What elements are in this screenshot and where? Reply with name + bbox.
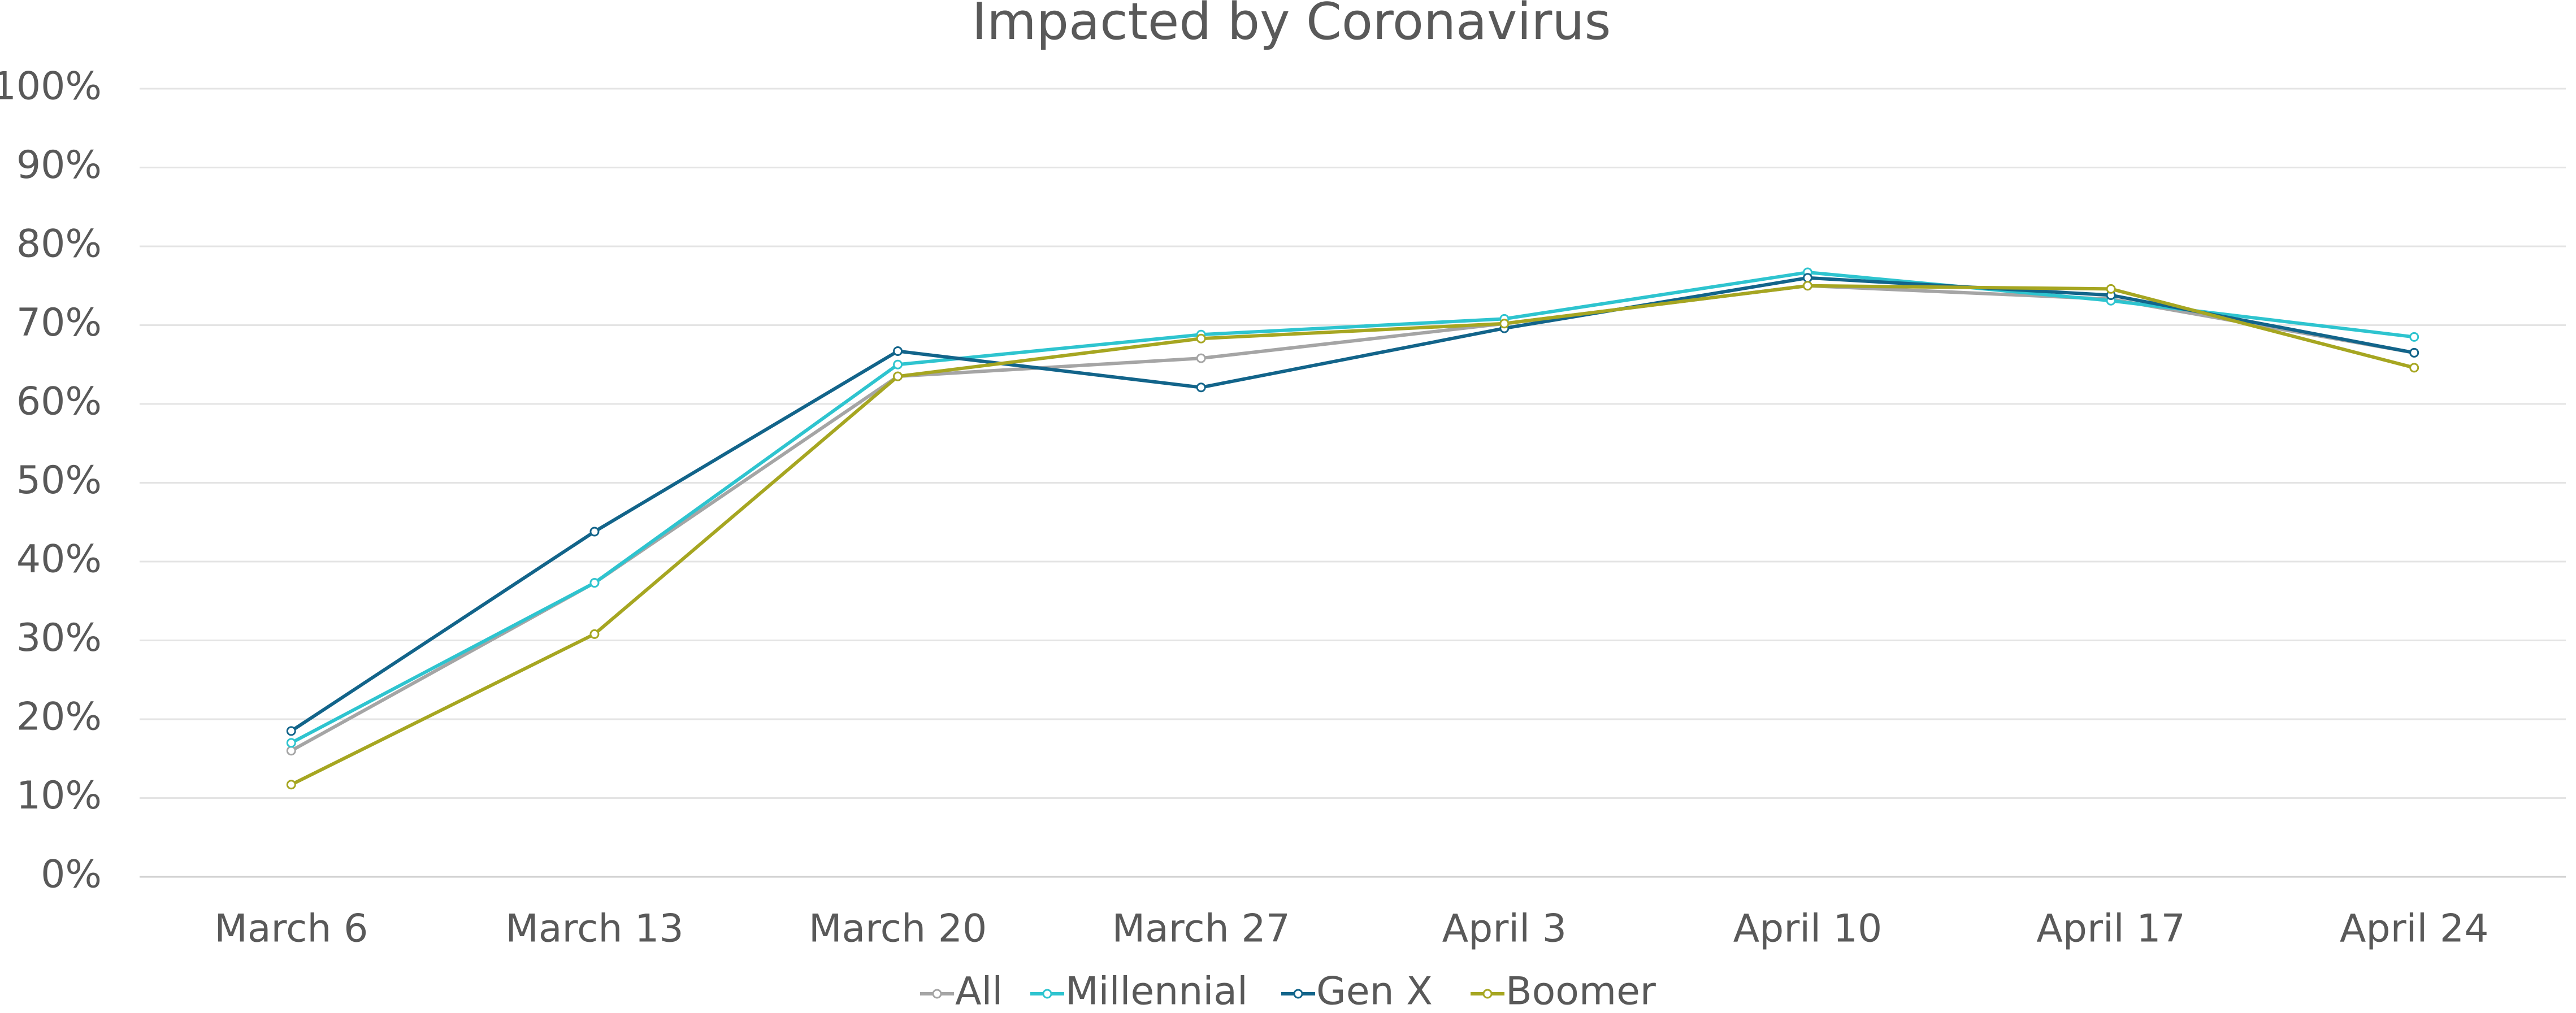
point xyxy=(286,780,296,790)
legend-marker xyxy=(932,989,942,999)
x-tick-label: April 24 xyxy=(2340,907,2489,951)
y-tick-label: 30% xyxy=(16,616,102,660)
point xyxy=(893,371,903,381)
point xyxy=(893,359,903,369)
legend-label: Gen X xyxy=(1316,969,1433,1013)
point xyxy=(2106,284,2116,294)
legend-label: Millennial xyxy=(1065,969,1248,1013)
point xyxy=(1196,333,1206,344)
point xyxy=(1499,319,1510,329)
y-tick-label: 50% xyxy=(16,458,102,503)
point xyxy=(286,746,296,756)
series-line xyxy=(290,284,2415,786)
point xyxy=(286,738,296,748)
y-tick-label: 70% xyxy=(16,301,102,345)
point xyxy=(2409,332,2419,342)
point xyxy=(589,578,600,588)
y-tick-label: 10% xyxy=(16,773,102,818)
x-tick-label: April 10 xyxy=(1733,907,1883,951)
y-tick-label: 0% xyxy=(41,853,102,897)
y-tick-label: 90% xyxy=(16,143,102,188)
series-line xyxy=(290,276,2415,733)
point xyxy=(2409,347,2419,358)
legend-label: All xyxy=(955,969,1003,1013)
y-tick-label: 100% xyxy=(0,64,102,109)
legend-marker xyxy=(1482,989,1493,999)
point xyxy=(286,726,296,736)
point xyxy=(893,346,903,356)
point xyxy=(1196,382,1206,393)
legend-item: Boomer xyxy=(1471,969,1656,1013)
legend-marker xyxy=(1293,989,1303,999)
y-tick-label: 80% xyxy=(16,222,102,267)
y-tick-label: 20% xyxy=(16,695,102,740)
x-tick-label: March 20 xyxy=(809,907,987,951)
x-tick-label: April 3 xyxy=(1442,907,1567,951)
legend-item: All xyxy=(920,969,1003,1013)
point xyxy=(589,527,600,537)
point xyxy=(1196,353,1206,363)
point xyxy=(589,629,600,639)
legend-label: Boomer xyxy=(1506,969,1656,1013)
x-tick-label: March 13 xyxy=(505,907,683,951)
point xyxy=(1802,281,1812,291)
point xyxy=(2409,363,2419,373)
y-tick-label: 40% xyxy=(16,537,102,582)
series-line xyxy=(290,271,2415,745)
legend-item: Gen X xyxy=(1281,969,1433,1013)
x-tick-label: March 27 xyxy=(1112,907,1290,951)
x-tick-label: March 6 xyxy=(214,907,368,951)
series-line xyxy=(290,284,2415,753)
legend-item: Millennial xyxy=(1030,969,1248,1013)
chart-title: Impacted by Coronavirus xyxy=(972,0,1611,51)
x-tick-label: April 17 xyxy=(2036,907,2185,951)
point xyxy=(1802,273,1812,283)
legend-marker xyxy=(1042,989,1052,999)
y-tick-label: 60% xyxy=(16,380,102,424)
